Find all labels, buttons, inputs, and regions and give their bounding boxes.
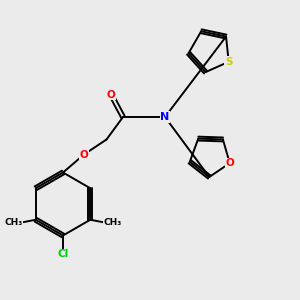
Text: CH₃: CH₃ — [4, 218, 22, 227]
Text: N: N — [160, 112, 169, 122]
Text: O: O — [225, 158, 234, 168]
Text: CH₃: CH₃ — [103, 218, 122, 227]
Text: O: O — [106, 89, 116, 100]
Text: S: S — [225, 57, 232, 67]
Text: Cl: Cl — [57, 249, 69, 260]
Text: O: O — [80, 149, 88, 160]
